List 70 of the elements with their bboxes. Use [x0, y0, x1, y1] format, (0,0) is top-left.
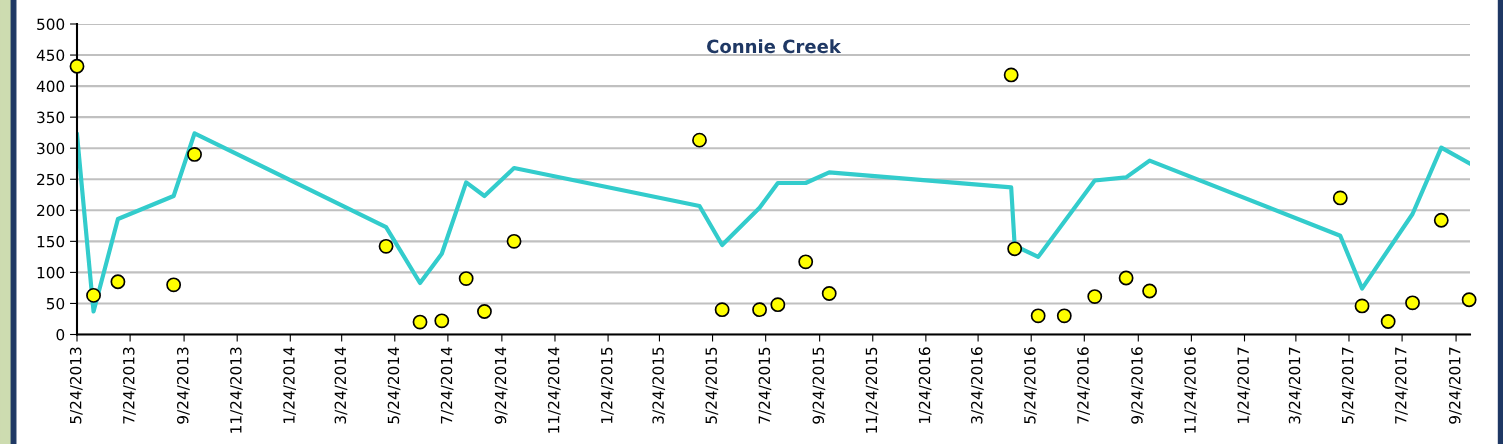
point: [187, 146, 202, 162]
point: [821, 286, 837, 301]
y-tick-label: 150: [37, 235, 65, 248]
x-tick-label: 1/24/2014: [283, 347, 296, 423]
point: [69, 58, 85, 74]
point: [412, 314, 428, 330]
x-tick-label: 11/24/2013: [230, 347, 243, 433]
point: [692, 132, 707, 148]
point: [714, 302, 730, 318]
x-tick-label: 9/24/2017: [1448, 347, 1462, 424]
point: [458, 271, 474, 287]
x-tick-label: 11/24/2016: [1184, 347, 1198, 433]
point: [1142, 283, 1158, 299]
point: [1030, 308, 1046, 324]
x-tick-label: 7/24/2017: [1394, 347, 1408, 424]
x-tick-label: 11/24/2015: [865, 347, 879, 433]
x-tick-label: 5/24/2016: [1024, 347, 1037, 424]
y-tick-label: 0: [56, 328, 65, 341]
x-tick-label: 3/24/2015: [652, 347, 666, 424]
point: [1118, 270, 1134, 286]
x-tick-label: 5/24/2017: [1341, 347, 1355, 424]
point: [1003, 67, 1019, 83]
line-series: [77, 131, 1470, 314]
point: [110, 274, 126, 290]
x-tick-label: 7/24/2014: [440, 347, 454, 424]
point: [1405, 295, 1420, 311]
text: Connie Creek: [707, 39, 842, 54]
point: [770, 297, 786, 313]
point: [477, 304, 492, 319]
x-tick-label: 11/24/2014: [547, 347, 561, 433]
point: [1332, 190, 1348, 206]
x-tick-label: 7/24/2015: [758, 347, 772, 424]
y-tick-label: 300: [37, 142, 65, 155]
point: [166, 277, 182, 293]
x-tick-label: 1/24/2016: [918, 347, 932, 423]
x-tick-label: 5/24/2013: [69, 347, 83, 424]
y-tick-label: 250: [37, 173, 65, 186]
y-tick-label: 350: [37, 111, 65, 124]
x-tick-label: 9/24/2013: [176, 347, 190, 424]
y-tick-label: 50: [46, 297, 65, 310]
point: [1056, 308, 1072, 324]
x-tick-label: 3/24/2014: [334, 347, 348, 424]
x-tick-label: 3/24/2017: [1288, 347, 1302, 424]
point: [1461, 292, 1477, 308]
x-tick-label: 7/24/2016: [1077, 347, 1090, 424]
point: [434, 313, 450, 329]
y-tick-label: 400: [36, 80, 65, 93]
x-tick-label: 1/24/2015: [600, 347, 614, 423]
x-tick-label: 7/24/2013: [122, 347, 136, 424]
point: [798, 254, 814, 270]
y-tick-label: 450: [36, 49, 65, 62]
x-tick-label: 9/24/2014: [494, 347, 508, 424]
x-tick-label: 3/24/2016: [970, 347, 984, 424]
point: [86, 287, 101, 303]
x-tick-label: 5/24/2015: [705, 347, 719, 424]
point: [1380, 314, 1396, 329]
x-tick-label: 5/24/2014: [387, 347, 401, 424]
point: [1433, 212, 1449, 228]
y-tick-label: 200: [37, 204, 65, 217]
x-tick-label: 9/24/2016: [1131, 347, 1144, 424]
point: [506, 233, 522, 249]
point: [378, 238, 394, 254]
point: [1007, 241, 1023, 257]
x-tick-label: 9/24/2015: [812, 347, 826, 424]
point: [752, 302, 767, 318]
x-tick-label: 1/24/2017: [1237, 347, 1251, 423]
point: [1087, 289, 1103, 305]
y-tick-label: 500: [37, 18, 65, 31]
point: [1354, 298, 1370, 314]
y-tick-label: 100: [37, 266, 65, 279]
